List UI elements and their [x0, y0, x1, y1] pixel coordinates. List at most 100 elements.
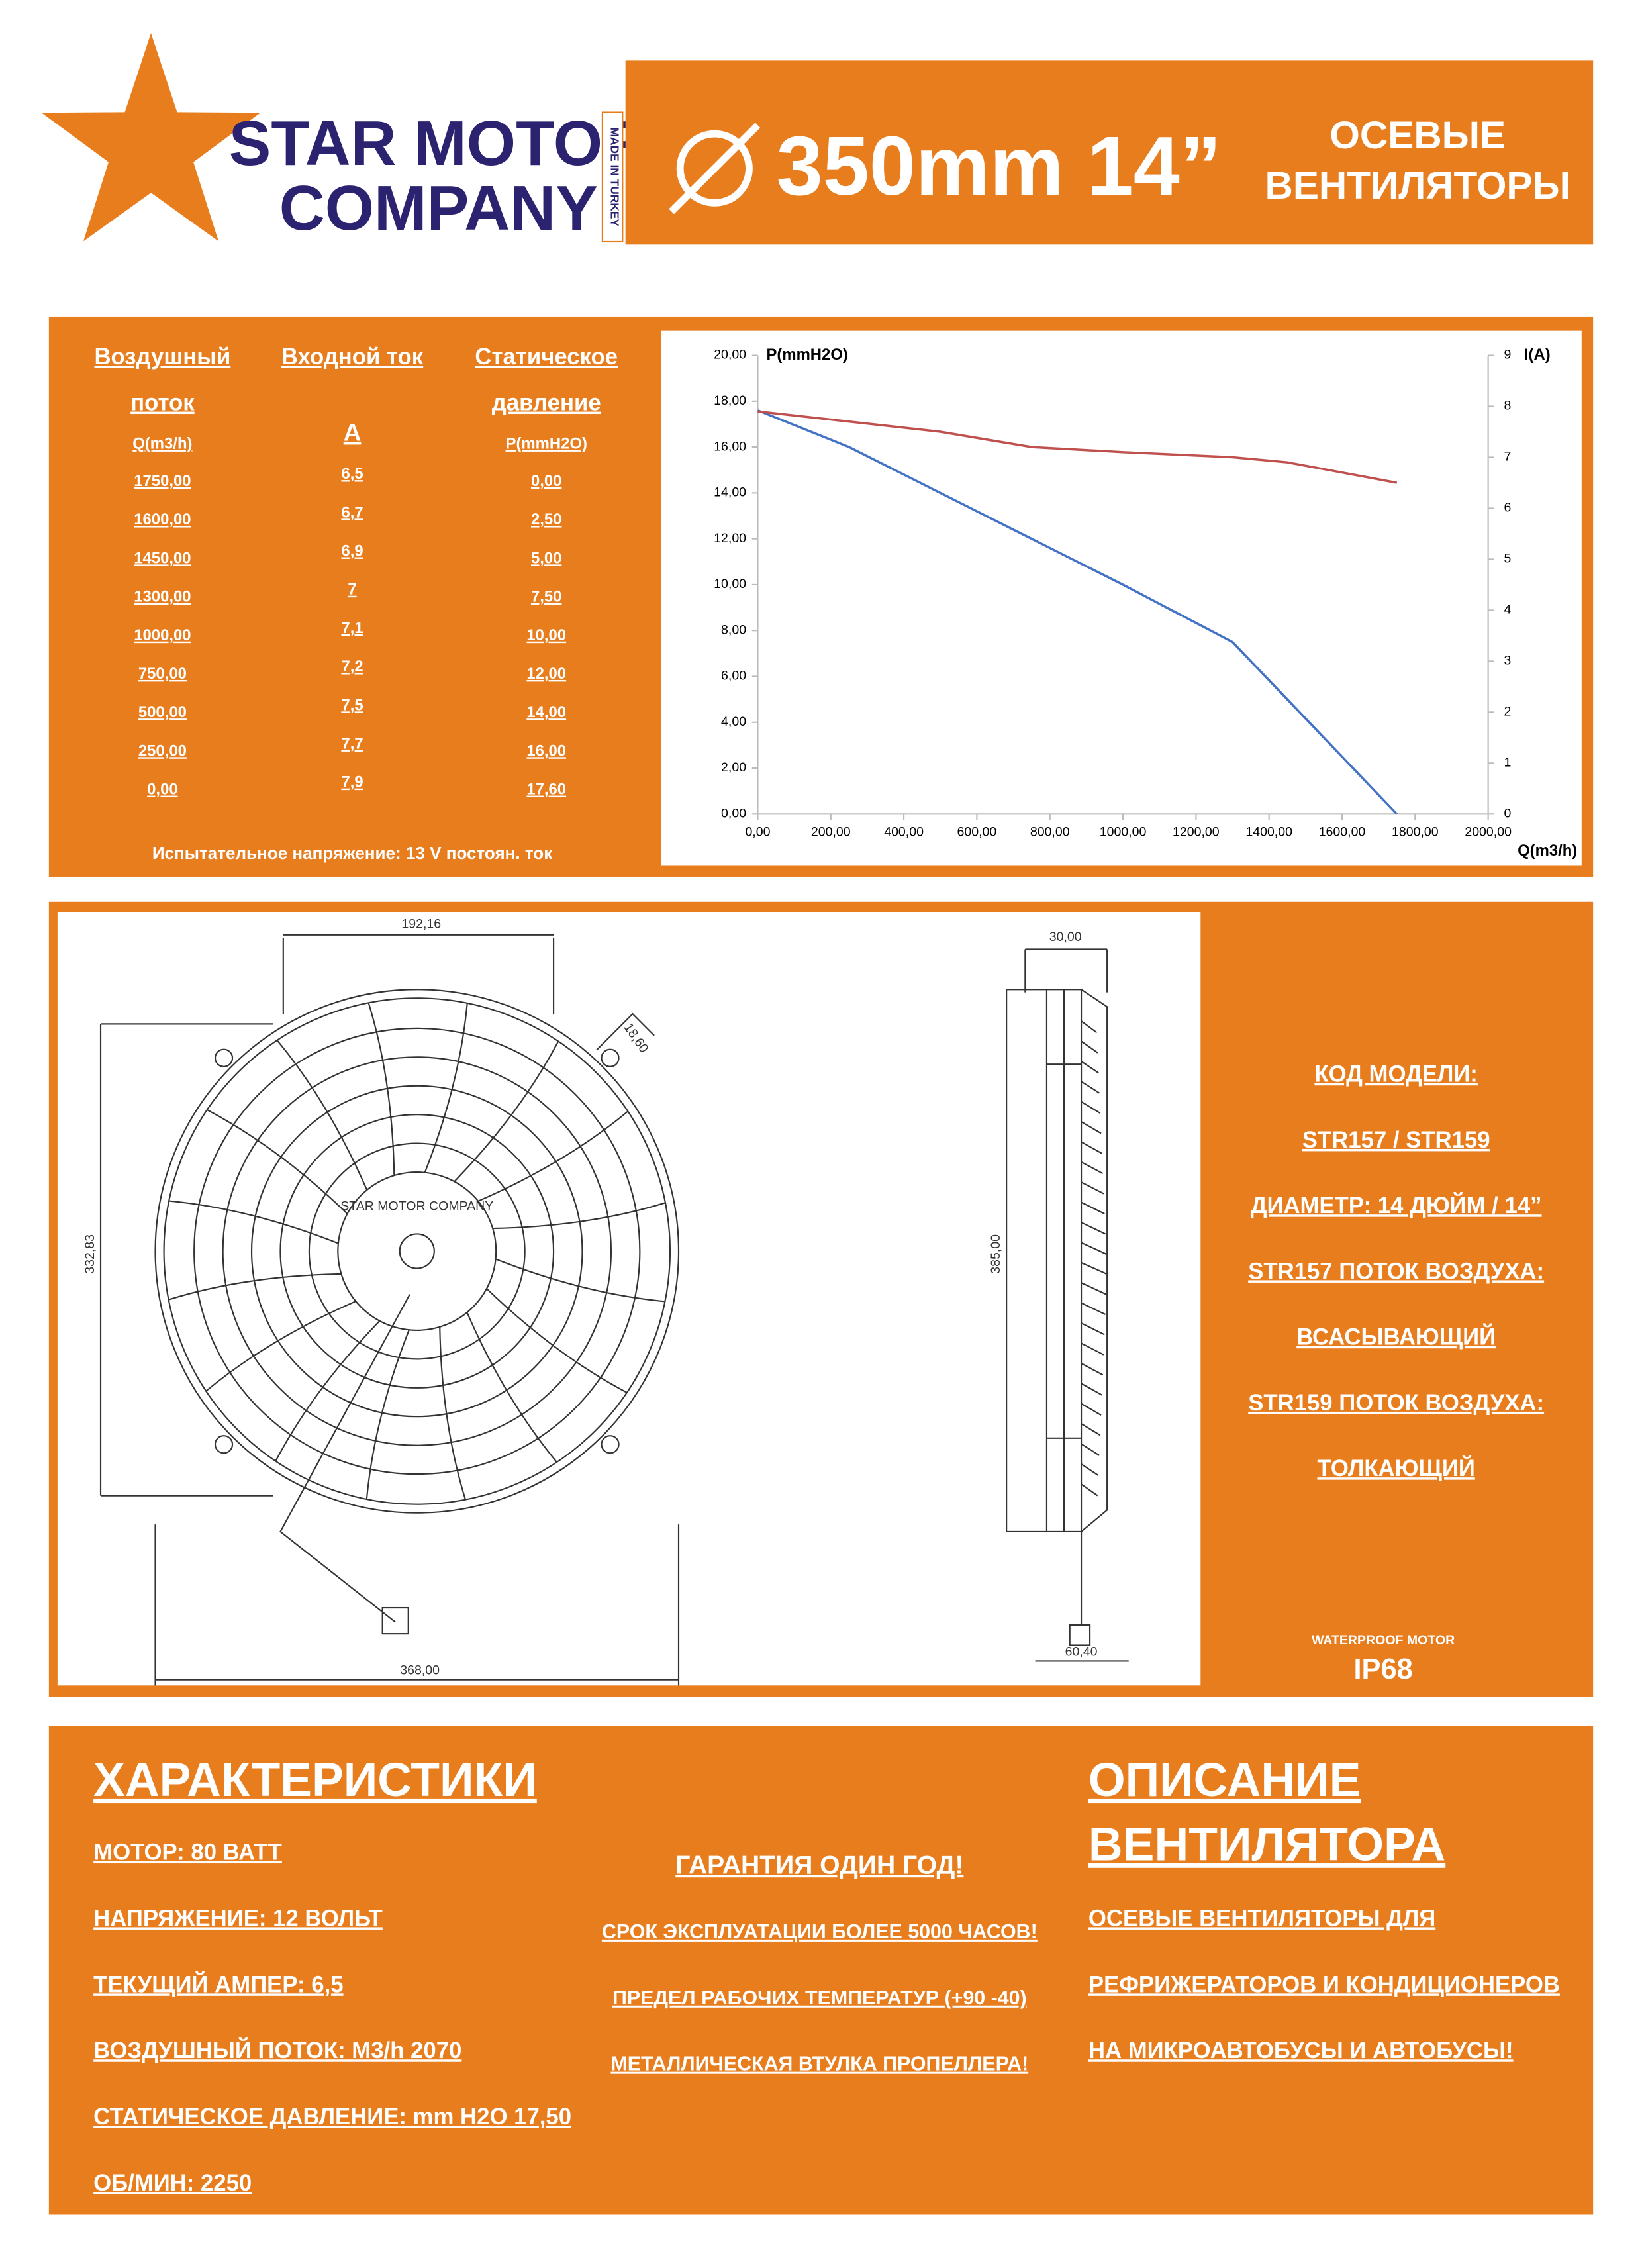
table-header: давление	[492, 391, 601, 416]
model-info: КОД МОДЕЛИ: STR157 / STR159 ДИАМЕТР: 14 ДЮ…	[1248, 1062, 1544, 1481]
blade	[1081, 1020, 1098, 1034]
blade	[1081, 1423, 1101, 1436]
warranty-item: СРОК ЭКСПЛУАТАЦИИ БОЛЕЕ 5000 ЧАСОВ!	[602, 1920, 1038, 1943]
description-title: ОПИСАНИЕ	[1088, 1753, 1361, 1806]
blade	[1081, 1040, 1098, 1054]
fan-ring	[154, 989, 680, 1514]
title: ОСЕВЫЕ	[1329, 114, 1506, 157]
table-cell: 1300,00	[134, 588, 191, 606]
made-in-box	[601, 111, 624, 243]
mount-tab	[601, 1048, 620, 1067]
table-cell: 1000,00	[134, 626, 191, 644]
table-cell: 7,5	[341, 696, 363, 714]
blade	[1081, 1322, 1105, 1336]
dimension: 192,16	[401, 917, 441, 932]
description-line: ОСЕВЫЕ ВЕНТИЛЯТОРЫ ДЛЯ	[1088, 1906, 1435, 1931]
hub	[337, 1171, 497, 1332]
series-line	[757, 410, 1398, 484]
blade	[1081, 1362, 1104, 1376]
made-in: MADE IN TURKEY	[608, 128, 622, 227]
model-line: ДИАМЕТР: 14 ДЮЙМ / 14”	[1251, 1192, 1542, 1218]
blade	[1081, 1443, 1100, 1456]
spec-item: ОБ/МИН: 2250	[93, 2171, 252, 2196]
y-tick-label: 18,00	[714, 393, 746, 408]
mount-tab	[214, 1435, 234, 1454]
table-cell: 7,2	[341, 658, 363, 675]
grille-spoke	[365, 1329, 410, 1500]
table-cell: 7,9	[341, 773, 363, 791]
rating: IP68	[1353, 1653, 1412, 1685]
table-unit: P(mmH2O)	[506, 435, 587, 453]
table-cell: 500,00	[138, 703, 187, 721]
table-header: Входной ток	[281, 344, 424, 370]
y-tick-label: 10,00	[714, 577, 746, 591]
x-tick-label: 1200,00	[1173, 825, 1220, 840]
x-tick-label: 1000,00	[1100, 825, 1147, 840]
table-cell: 5,00	[531, 549, 561, 567]
x-tick-label: 0,00	[745, 825, 770, 840]
blade	[1081, 1282, 1107, 1295]
table-cell: 6,9	[341, 542, 363, 560]
dimension: 332,83	[83, 1234, 97, 1274]
table-cell: 1450,00	[134, 549, 191, 567]
y-tick-label: 8,00	[721, 622, 746, 637]
grille-spoke	[493, 1202, 666, 1230]
grille-ring	[222, 1056, 612, 1446]
y2-tick-label: 6	[1504, 501, 1512, 515]
x-tick-label: 1800,00	[1392, 825, 1439, 840]
lists: МОТОР: 80 ВАТТ НАПРЯЖЕНИЕ: 12 ВОЛЬТ ТЕКУЩИ…	[93, 1840, 1560, 2196]
spec-item: СТАТИЧЕСКОЕ ДАВЛЕНИЕ: mm H2O 17,50	[93, 2104, 571, 2130]
diameter-symbol	[669, 123, 761, 215]
y-axis-label: P(mmH2O)	[766, 346, 847, 364]
mount-tab	[601, 1435, 620, 1454]
blade	[1081, 1181, 1104, 1195]
warranty-item: ПРЕДЕЛ РАБОЧИХ ТЕМПЕРАТУР (+90 -40)	[612, 1987, 1027, 2009]
chart-area	[661, 330, 1582, 866]
description-line: РЕФРИЖЕРАТОРОВ И КОНДИЦИОНЕРОВ	[1088, 1972, 1560, 1997]
table-unit: Q(m3/h)	[132, 435, 192, 453]
y2-tick-label: 9	[1504, 348, 1512, 362]
grille-spoke	[205, 1301, 356, 1392]
grille-spoke	[276, 1040, 368, 1191]
y-tick-label: 4,00	[721, 715, 746, 729]
blade	[1081, 1463, 1099, 1477]
table-cell: 1600,00	[134, 511, 191, 528]
table-cell: 7,50	[531, 588, 561, 606]
y2-tick-label: 7	[1504, 450, 1512, 464]
x-tick-label: 600,00	[957, 825, 997, 840]
grille-spoke	[486, 1288, 628, 1393]
table-cell: 0,00	[147, 781, 177, 799]
blade	[1081, 1141, 1102, 1154]
fan-ring	[163, 997, 671, 1505]
y-tick-label: 12,00	[714, 531, 746, 546]
title: ВЕНТИЛЯТОРЫ	[1265, 164, 1570, 207]
table-cell: 6,5	[341, 465, 363, 483]
grille-spoke	[424, 1003, 468, 1173]
mount-tab	[214, 1048, 234, 1067]
blade	[1081, 1383, 1102, 1396]
blade	[1081, 1121, 1102, 1134]
table-cell: 750,00	[138, 665, 187, 683]
grille-spoke	[168, 1273, 342, 1301]
model-line: ВСАСЫВАЮЩИЙ	[1296, 1324, 1496, 1350]
y2-tick-label: 3	[1504, 654, 1512, 668]
model-line: STR157 / STR159	[1302, 1128, 1490, 1153]
x-tick-label: 1400,00	[1245, 825, 1292, 840]
grille-spoke	[207, 1109, 348, 1214]
warranty-item: ГАРАНТИЯ ОДИН ГОД!	[675, 1851, 963, 1879]
table-note: Испытательное напряжение: 13 V постоян. …	[152, 843, 553, 863]
table-cell: 17,60	[526, 781, 566, 799]
grille-spoke	[367, 1003, 395, 1176]
chart: P(mmH2O) I(A) Q(m3/h) 0,00 200,00 400,00 60…	[714, 346, 1577, 860]
dimension: 60,40	[1065, 1645, 1098, 1659]
table-header: поток	[130, 391, 195, 416]
connector	[381, 1606, 409, 1635]
table-cell: 12,00	[526, 665, 566, 683]
table-cell: 7,1	[341, 619, 363, 637]
y-tick-label: 20,00	[714, 348, 746, 362]
brand: STAR MOTOR	[229, 109, 648, 179]
specs-panel	[48, 1726, 1594, 2215]
spec-item: ТЕКУЩИЙ АМПЕР: 6,5	[93, 1971, 343, 1997]
fan-drawing: STAR MOTOR COMPANY 192,16 18,60 332,83 3…	[83, 917, 1129, 1686]
table-cell: 1750,00	[134, 472, 191, 490]
